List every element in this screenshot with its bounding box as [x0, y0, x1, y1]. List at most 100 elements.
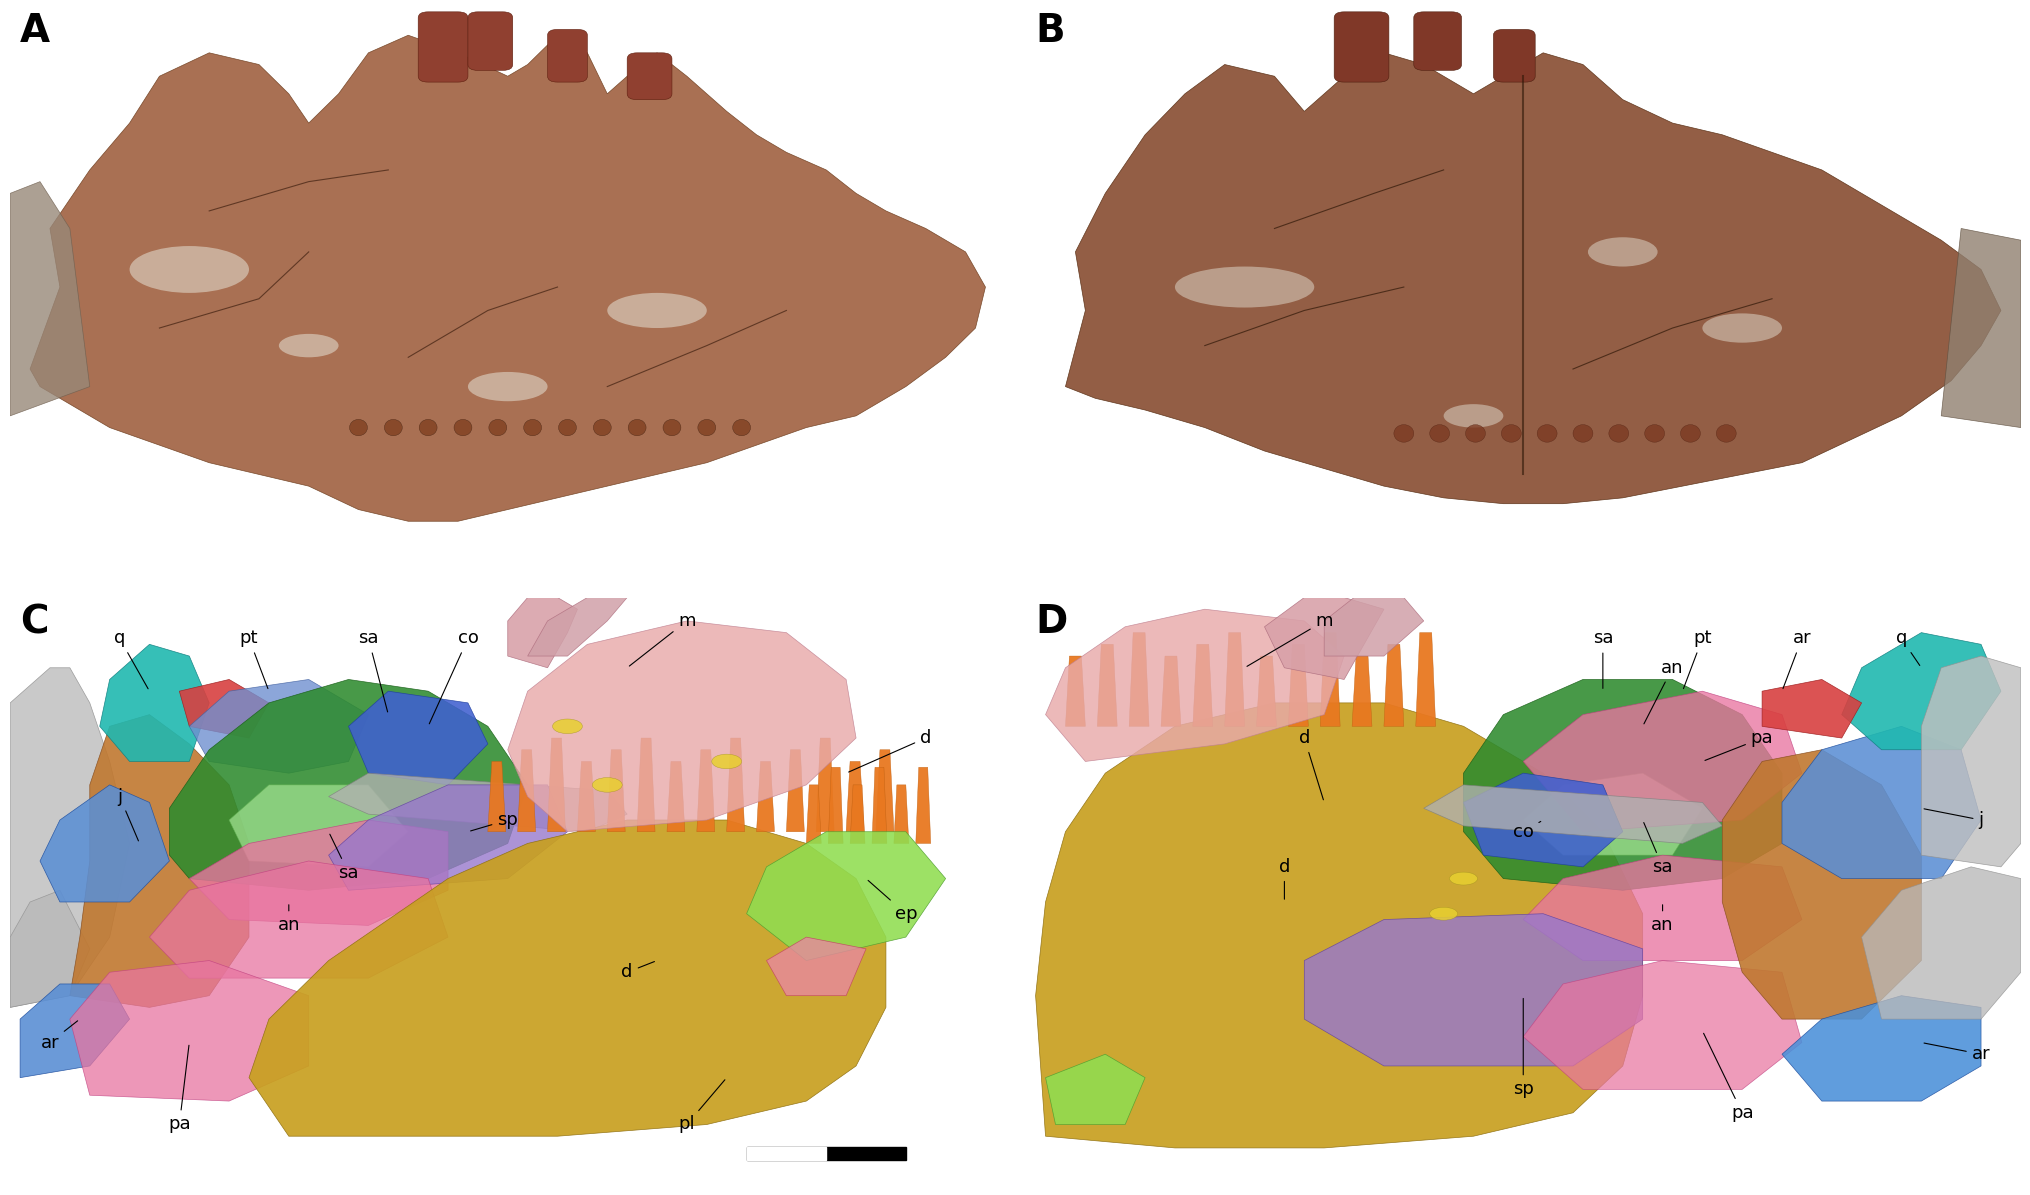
- Text: sa: sa: [1642, 822, 1673, 876]
- Ellipse shape: [710, 754, 741, 768]
- Text: m: m: [1246, 612, 1332, 667]
- Text: ep: ep: [867, 881, 918, 923]
- Text: pt: pt: [240, 630, 268, 688]
- Polygon shape: [765, 937, 865, 995]
- Polygon shape: [548, 739, 564, 832]
- Text: co: co: [428, 630, 479, 724]
- Polygon shape: [1192, 644, 1212, 727]
- Ellipse shape: [698, 419, 715, 436]
- Polygon shape: [747, 832, 946, 961]
- Text: j: j: [118, 788, 138, 841]
- Polygon shape: [69, 961, 309, 1101]
- Polygon shape: [1035, 703, 1642, 1148]
- Ellipse shape: [1429, 424, 1449, 442]
- Polygon shape: [487, 761, 505, 832]
- Polygon shape: [1324, 598, 1423, 656]
- Ellipse shape: [1571, 424, 1592, 442]
- Ellipse shape: [733, 419, 751, 436]
- Ellipse shape: [1587, 238, 1656, 266]
- Polygon shape: [508, 598, 577, 668]
- Polygon shape: [893, 785, 907, 844]
- Text: A: A: [20, 12, 51, 50]
- Ellipse shape: [1449, 872, 1476, 885]
- Ellipse shape: [593, 419, 611, 436]
- Polygon shape: [508, 621, 857, 832]
- Polygon shape: [816, 739, 834, 832]
- Ellipse shape: [593, 778, 621, 792]
- Ellipse shape: [1537, 424, 1557, 442]
- Polygon shape: [1841, 632, 2000, 749]
- Polygon shape: [1287, 644, 1307, 727]
- Text: sa: sa: [1592, 630, 1612, 688]
- Polygon shape: [1522, 773, 1701, 856]
- Ellipse shape: [1443, 404, 1502, 428]
- Polygon shape: [189, 820, 449, 925]
- Ellipse shape: [130, 246, 250, 293]
- Ellipse shape: [1679, 424, 1699, 442]
- Ellipse shape: [1429, 907, 1458, 920]
- Text: pa: pa: [1703, 1034, 1752, 1122]
- Text: D: D: [1035, 603, 1068, 642]
- Polygon shape: [1522, 691, 1801, 832]
- Polygon shape: [1224, 632, 1244, 727]
- Ellipse shape: [489, 419, 508, 436]
- Polygon shape: [1382, 644, 1403, 727]
- Polygon shape: [168, 680, 528, 890]
- Polygon shape: [847, 761, 863, 832]
- Ellipse shape: [1608, 424, 1628, 442]
- Polygon shape: [1066, 53, 2000, 504]
- Polygon shape: [1780, 727, 1979, 878]
- Ellipse shape: [384, 419, 402, 436]
- Text: d: d: [849, 729, 932, 772]
- Text: pa: pa: [1703, 729, 1772, 760]
- FancyBboxPatch shape: [467, 12, 512, 71]
- Polygon shape: [1066, 656, 1084, 727]
- Ellipse shape: [1644, 424, 1665, 442]
- Ellipse shape: [607, 293, 706, 329]
- Polygon shape: [755, 761, 773, 832]
- Ellipse shape: [418, 419, 436, 436]
- Text: co: co: [1512, 821, 1541, 841]
- Polygon shape: [10, 668, 130, 1007]
- Polygon shape: [1780, 995, 1979, 1101]
- Text: ar: ar: [41, 1021, 77, 1052]
- FancyBboxPatch shape: [1492, 30, 1535, 82]
- Polygon shape: [851, 785, 865, 844]
- Text: d: d: [621, 962, 654, 981]
- Text: sa: sa: [329, 834, 359, 882]
- Text: d: d: [1297, 729, 1324, 799]
- Polygon shape: [1522, 961, 1801, 1090]
- Polygon shape: [1415, 632, 1435, 727]
- Polygon shape: [806, 785, 820, 844]
- Polygon shape: [69, 715, 250, 1007]
- Text: sa: sa: [357, 630, 388, 712]
- FancyBboxPatch shape: [1413, 12, 1462, 71]
- Ellipse shape: [524, 419, 542, 436]
- Polygon shape: [1941, 228, 2020, 428]
- Ellipse shape: [278, 333, 339, 357]
- Ellipse shape: [627, 419, 646, 436]
- Polygon shape: [1257, 656, 1275, 727]
- Polygon shape: [1303, 914, 1642, 1066]
- Polygon shape: [696, 749, 715, 832]
- Text: pt: pt: [1683, 630, 1711, 688]
- Ellipse shape: [1175, 266, 1313, 307]
- Polygon shape: [727, 739, 745, 832]
- Text: d: d: [1279, 858, 1289, 899]
- Text: pl: pl: [678, 1080, 725, 1134]
- Polygon shape: [250, 820, 885, 1136]
- Text: B: B: [1035, 12, 1064, 50]
- Polygon shape: [1161, 656, 1179, 727]
- Polygon shape: [329, 773, 627, 832]
- Polygon shape: [528, 598, 627, 656]
- Ellipse shape: [552, 719, 583, 734]
- Polygon shape: [349, 691, 487, 785]
- Polygon shape: [875, 749, 893, 832]
- Text: ar: ar: [1922, 1043, 1989, 1064]
- Polygon shape: [916, 767, 930, 844]
- Polygon shape: [637, 739, 656, 832]
- Polygon shape: [1522, 856, 1801, 961]
- Polygon shape: [666, 761, 684, 832]
- Polygon shape: [1423, 785, 1721, 844]
- Bar: [747, 1147, 905, 1159]
